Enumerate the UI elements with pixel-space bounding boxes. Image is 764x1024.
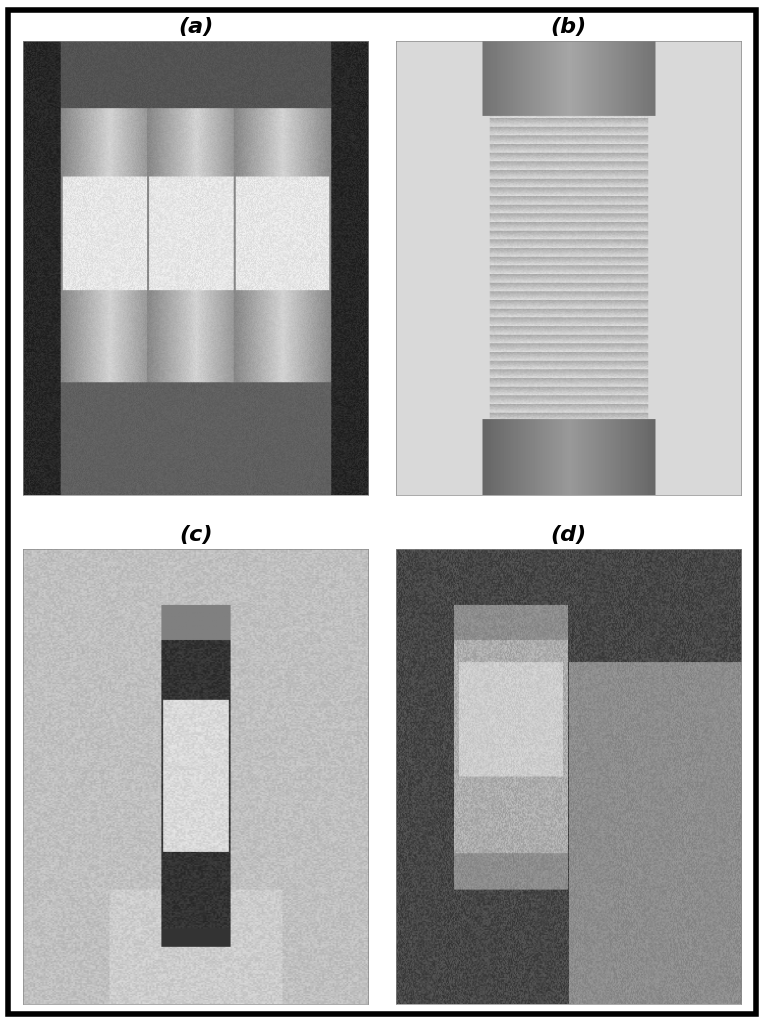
Title: (d): (d) xyxy=(550,525,587,545)
Title: (a): (a) xyxy=(178,16,213,37)
Title: (b): (b) xyxy=(550,16,587,37)
Title: (c): (c) xyxy=(179,525,212,545)
